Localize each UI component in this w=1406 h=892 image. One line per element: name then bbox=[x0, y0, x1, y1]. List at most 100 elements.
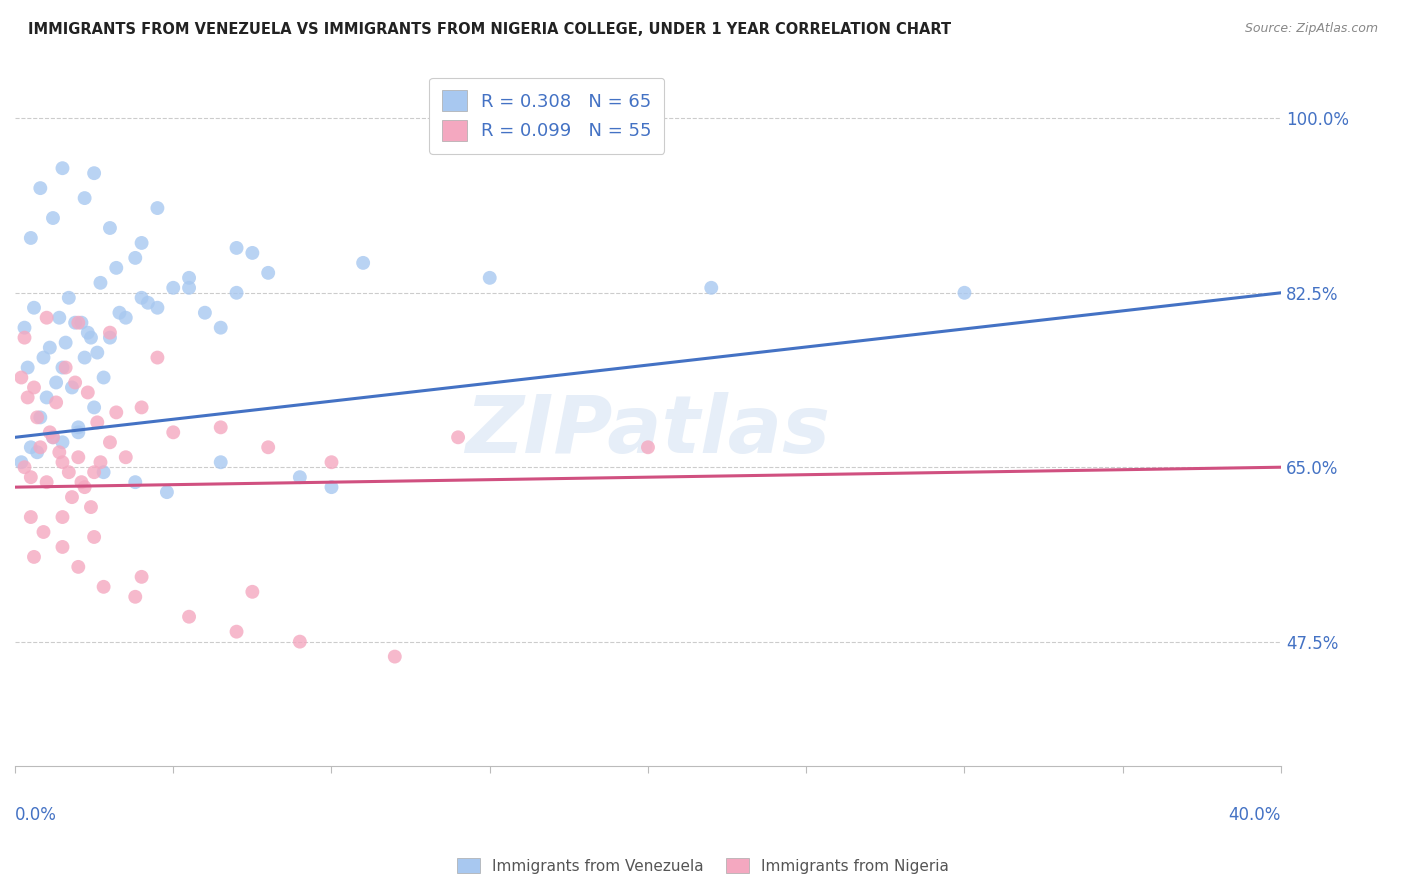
Point bbox=[67, 425, 90, 440]
Point bbox=[67, 316, 90, 330]
Point bbox=[70, 316, 93, 330]
Point bbox=[45, 376, 67, 390]
Point bbox=[48, 445, 70, 459]
Point bbox=[93, 465, 115, 479]
Point bbox=[136, 295, 159, 310]
Point bbox=[63, 376, 86, 390]
Point bbox=[48, 310, 70, 325]
Point bbox=[76, 385, 98, 400]
Point bbox=[35, 310, 58, 325]
Point bbox=[22, 549, 45, 564]
Point bbox=[32, 524, 55, 539]
Point bbox=[25, 410, 48, 425]
Point bbox=[83, 530, 105, 544]
Point bbox=[51, 540, 73, 554]
Point bbox=[98, 331, 121, 345]
Point bbox=[162, 425, 184, 440]
Point bbox=[194, 306, 217, 320]
Point bbox=[177, 270, 200, 285]
Point bbox=[10, 455, 32, 469]
Point bbox=[700, 281, 723, 295]
Point bbox=[42, 430, 65, 444]
Point bbox=[17, 360, 39, 375]
Point bbox=[73, 351, 96, 365]
Point bbox=[156, 485, 179, 500]
Point bbox=[257, 440, 280, 454]
Point bbox=[352, 256, 374, 270]
Point bbox=[124, 251, 146, 265]
Point bbox=[13, 460, 35, 475]
Point bbox=[10, 370, 32, 384]
Point bbox=[146, 301, 169, 315]
Point bbox=[637, 440, 659, 454]
Point bbox=[225, 285, 247, 300]
Point bbox=[93, 580, 115, 594]
Point bbox=[89, 455, 111, 469]
Point bbox=[22, 301, 45, 315]
Point bbox=[288, 470, 311, 484]
Point bbox=[45, 395, 67, 409]
Point bbox=[13, 320, 35, 334]
Point bbox=[162, 281, 184, 295]
Point bbox=[67, 560, 90, 574]
Point bbox=[30, 440, 52, 454]
Point bbox=[20, 510, 42, 524]
Text: 0.0%: 0.0% bbox=[15, 806, 56, 824]
Point bbox=[114, 310, 136, 325]
Point bbox=[177, 281, 200, 295]
Point bbox=[80, 331, 103, 345]
Point bbox=[60, 490, 83, 504]
Point bbox=[51, 360, 73, 375]
Legend: R = 0.308   N = 65, R = 0.099   N = 55: R = 0.308 N = 65, R = 0.099 N = 55 bbox=[429, 78, 665, 153]
Point bbox=[478, 270, 501, 285]
Point bbox=[51, 161, 73, 176]
Point bbox=[76, 326, 98, 340]
Point bbox=[321, 480, 343, 494]
Point bbox=[131, 570, 153, 584]
Point bbox=[209, 420, 232, 434]
Point bbox=[42, 430, 65, 444]
Point bbox=[83, 465, 105, 479]
Point bbox=[83, 401, 105, 415]
Point bbox=[70, 475, 93, 490]
Point bbox=[240, 246, 263, 260]
Point bbox=[225, 624, 247, 639]
Point bbox=[108, 306, 131, 320]
Point bbox=[93, 370, 115, 384]
Point bbox=[257, 266, 280, 280]
Point bbox=[131, 401, 153, 415]
Point bbox=[20, 470, 42, 484]
Point bbox=[42, 211, 65, 225]
Point bbox=[131, 235, 153, 250]
Point bbox=[86, 345, 108, 359]
Point bbox=[86, 415, 108, 429]
Point bbox=[146, 351, 169, 365]
Point bbox=[225, 241, 247, 255]
Point bbox=[51, 435, 73, 450]
Point bbox=[38, 425, 60, 440]
Legend: Immigrants from Venezuela, Immigrants from Nigeria: Immigrants from Venezuela, Immigrants fr… bbox=[450, 852, 956, 880]
Point bbox=[209, 320, 232, 334]
Point bbox=[447, 430, 470, 444]
Point bbox=[105, 405, 128, 419]
Point bbox=[321, 455, 343, 469]
Point bbox=[384, 649, 406, 664]
Text: IMMIGRANTS FROM VENEZUELA VS IMMIGRANTS FROM NIGERIA COLLEGE, UNDER 1 YEAR CORRE: IMMIGRANTS FROM VENEZUELA VS IMMIGRANTS … bbox=[28, 22, 952, 37]
Point bbox=[105, 260, 128, 275]
Point bbox=[288, 634, 311, 648]
Text: ZIPatlas: ZIPatlas bbox=[465, 392, 831, 470]
Point bbox=[30, 410, 52, 425]
Point bbox=[953, 285, 976, 300]
Point bbox=[73, 480, 96, 494]
Point bbox=[124, 590, 146, 604]
Point bbox=[209, 455, 232, 469]
Point bbox=[20, 440, 42, 454]
Point bbox=[55, 360, 77, 375]
Point bbox=[98, 221, 121, 235]
Text: 40.0%: 40.0% bbox=[1229, 806, 1281, 824]
Point bbox=[58, 291, 80, 305]
Point bbox=[20, 231, 42, 245]
Point bbox=[51, 510, 73, 524]
Point bbox=[114, 450, 136, 465]
Point bbox=[177, 609, 200, 624]
